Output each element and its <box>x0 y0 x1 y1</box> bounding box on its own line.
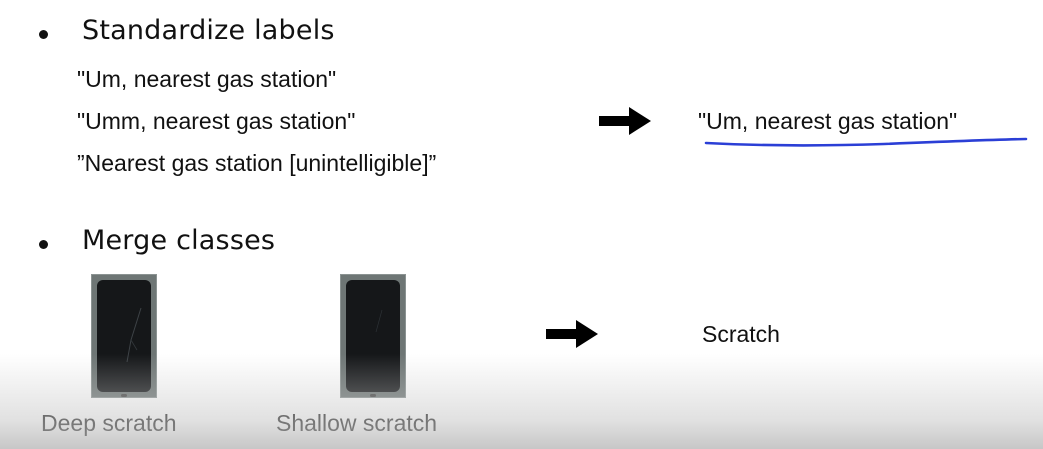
caption-shallow-scratch: Shallow scratch <box>276 410 438 436</box>
merged-class-result: Scratch <box>702 321 780 347</box>
phone-image-deep-scratch <box>91 274 157 398</box>
right-arrow-icon-2 <box>546 320 598 348</box>
caption-deep-scratch: Deep scratch <box>41 410 177 436</box>
label-example-3: ”Nearest gas station [unintelligible]” <box>77 150 437 176</box>
bullet-merge <box>39 240 48 249</box>
bullet-standardize <box>39 30 48 39</box>
standardized-label-result: "Um, nearest gas station" <box>698 108 958 134</box>
heading-merge-classes: Merge classes <box>82 225 276 256</box>
label-example-2: "Umm, nearest gas station" <box>77 108 356 134</box>
heading-standardize-labels: Standardize labels <box>82 15 335 46</box>
handwritten-underline <box>704 137 1028 147</box>
label-example-1: "Um, nearest gas station" <box>77 66 337 92</box>
right-arrow-icon <box>599 107 651 135</box>
phone-image-shallow-scratch <box>340 274 406 398</box>
